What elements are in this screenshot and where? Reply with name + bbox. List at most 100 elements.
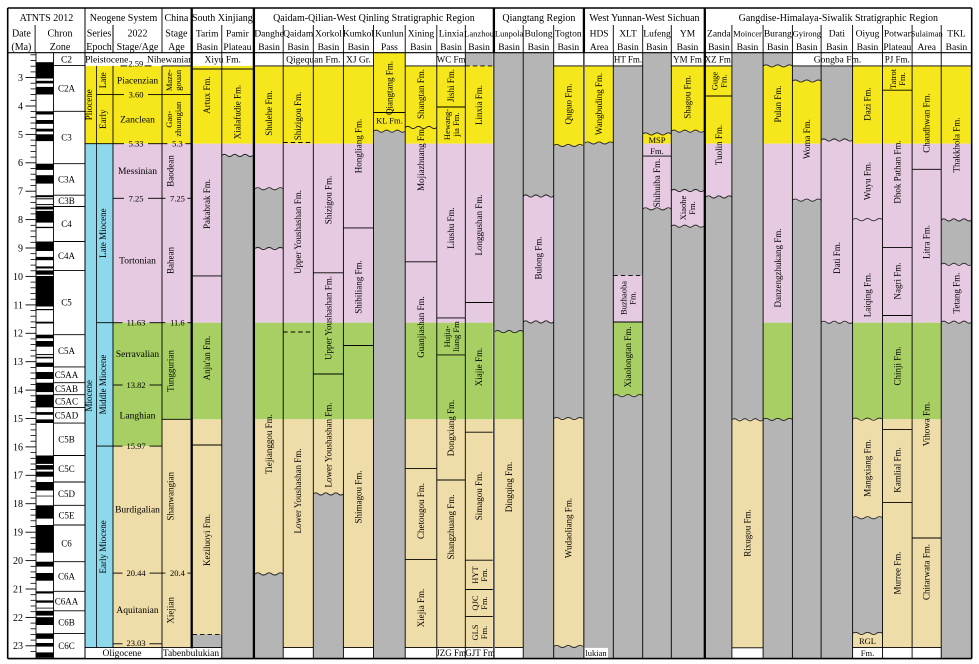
svg-text:Tabenbulukian: Tabenbulukian <box>163 649 220 659</box>
svg-text:Jishi Fm.: Jishi Fm. <box>446 69 456 102</box>
svg-text:Tortonian: Tortonian <box>119 257 156 267</box>
svg-text:7.25: 7.25 <box>170 193 185 203</box>
svg-text:Shizigou Fm.: Shizigou Fm. <box>323 176 333 225</box>
svg-text:Basin: Basin <box>258 43 280 53</box>
svg-text:Tiejianggou Fm.: Tiejianggou Fm. <box>264 414 274 474</box>
svg-text:Lower Youshashan Fm.: Lower Youshashan Fm. <box>293 448 303 533</box>
svg-text:Piacenzian: Piacenzian <box>117 77 158 87</box>
svg-text:Mojiazhuang Fm: Mojiazhuang Fm <box>416 129 426 191</box>
svg-text:C6C: C6C <box>58 641 75 651</box>
svg-text:HYT: HYT <box>470 565 480 583</box>
svg-text:Burang: Burang <box>764 30 792 40</box>
svg-text:Shibiliang Fm.: Shibiliang Fm. <box>353 260 363 314</box>
svg-text:C2A: C2A <box>58 84 76 94</box>
svg-text:Basin: Basin <box>617 43 639 53</box>
svg-text:Bulong: Bulong <box>525 30 553 40</box>
svg-text:Plateau: Plateau <box>883 43 911 53</box>
svg-text:Xiajie Fm.: Xiajie Fm. <box>474 348 484 387</box>
svg-text:22: 22 <box>13 613 23 624</box>
svg-text:Age: Age <box>168 42 185 53</box>
svg-text:Xiejian: Xiejian <box>165 597 175 624</box>
svg-text:Zanda: Zanda <box>707 30 732 40</box>
svg-text:Gao-: Gao- <box>164 111 174 128</box>
svg-text:3.60: 3.60 <box>129 90 144 100</box>
svg-text:liang Fm: liang Fm <box>451 321 461 352</box>
svg-text:Xiyu Fm.: Xiyu Fm. <box>204 56 240 66</box>
svg-text:Neogene System: Neogene System <box>90 13 158 24</box>
svg-text:WC Fm: WC Fm <box>437 55 466 65</box>
svg-text:Togton: Togton <box>555 30 582 40</box>
svg-text:14: 14 <box>13 386 23 397</box>
svg-text:Tatrot: Tatrot <box>888 68 898 89</box>
svg-text:Stage: Stage <box>165 29 188 40</box>
svg-text:Dazi Fm.: Dazi Fm. <box>863 87 873 121</box>
svg-text:5: 5 <box>18 130 23 141</box>
svg-text:Basin: Basin <box>767 43 789 53</box>
svg-text:KL Fm.: KL Fm. <box>376 116 403 126</box>
svg-text:Artux Fm.: Artux Fm. <box>202 76 212 114</box>
svg-text:Shihuiba Fm.: Shihuiba Fm. <box>652 159 662 208</box>
svg-text:Aquitanian: Aquitanian <box>116 606 158 616</box>
svg-text:zhuangian: zhuangian <box>173 101 183 137</box>
svg-text:4: 4 <box>18 101 23 112</box>
svg-text:Epoch: Epoch <box>86 42 112 53</box>
svg-text:Bahean: Bahean <box>165 247 175 274</box>
svg-text:Baodean: Baodean <box>165 155 175 187</box>
svg-text:20: 20 <box>13 556 23 567</box>
svg-text:Dhok Pathan Fm.: Dhok Pathan Fm. <box>892 140 902 203</box>
svg-text:Late Miocene: Late Miocene <box>98 208 108 258</box>
svg-text:Qiangtang Fm.: Qiangtang Fm. <box>384 61 394 115</box>
svg-text:Basin: Basin <box>708 43 730 53</box>
svg-text:Basin: Basin <box>946 43 968 53</box>
svg-text:11.6: 11.6 <box>170 318 185 328</box>
svg-text:Basin: Basin <box>498 43 520 53</box>
svg-text:jia Fm.: jia Fm. <box>451 112 461 137</box>
svg-text:Danzengzhukang Fm.: Danzengzhukang Fm. <box>773 229 783 308</box>
svg-text:HDS: HDS <box>590 30 609 40</box>
svg-text:Oiyug: Oiyug <box>856 30 880 40</box>
svg-text:West Yunnan-West Sichuan: West Yunnan-West Sichuan <box>589 13 699 24</box>
svg-text:Basin: Basin <box>287 43 309 53</box>
svg-text:Area: Area <box>590 43 609 53</box>
svg-text:Lufeng: Lufeng <box>643 29 671 40</box>
svg-text:PJ Fm.: PJ Fm. <box>885 55 910 65</box>
svg-text:Anju'an Fm.: Anju'an Fm. <box>202 336 212 381</box>
svg-text:Area: Area <box>917 43 936 53</box>
svg-text:2022: 2022 <box>128 29 148 40</box>
svg-text:XJ Gr.: XJ Gr. <box>346 56 371 66</box>
svg-text:Linxia: Linxia <box>439 30 465 40</box>
svg-text:17: 17 <box>13 471 23 482</box>
svg-text:C6AA: C6AA <box>55 596 79 606</box>
svg-text:Plateau: Plateau <box>223 43 251 53</box>
svg-text:Fm.: Fm. <box>719 74 729 87</box>
svg-text:RGL: RGL <box>859 636 876 646</box>
svg-text:Liushu Fm.: Liushu Fm. <box>446 207 456 249</box>
svg-text:Qaidam-Qilian-West Qinling Str: Qaidam-Qilian-West Qinling Stratigraphic… <box>273 13 475 24</box>
svg-text:Woma Fm.: Woma Fm. <box>802 119 812 159</box>
svg-text:Shanwangian: Shanwangian <box>165 471 175 520</box>
svg-text:Fm.: Fm. <box>687 201 697 214</box>
svg-text:C5: C5 <box>61 298 72 308</box>
svg-text:Miocene: Miocene <box>84 380 94 412</box>
svg-text:Gangdise-Himalaya-Siwalik Stra: Gangdise-Himalaya-Siwalik Stratigraphic … <box>739 13 938 24</box>
svg-text:Rixugou Fm.: Rixugou Fm. <box>743 509 753 557</box>
svg-text:Mangxiang Fm.: Mangxiang Fm. <box>863 439 873 497</box>
svg-text:Shulehe Fm.: Shulehe Fm. <box>264 90 274 136</box>
svg-text:Basin: Basin <box>677 43 699 53</box>
svg-text:Fm.: Fm. <box>479 626 489 639</box>
svg-text:10: 10 <box>13 272 23 283</box>
svg-text:Tuolin Fm.: Tuolin Fm. <box>714 125 724 165</box>
svg-text:Buzhaoba: Buzhaoba <box>619 281 629 315</box>
svg-text:Messinian: Messinian <box>118 167 157 177</box>
svg-text:7: 7 <box>18 187 23 198</box>
svg-text:Stage/Age: Stage/Age <box>117 42 159 53</box>
svg-text:Chaudhwan Fm.: Chaudhwan Fm. <box>922 93 932 153</box>
svg-text:5.3: 5.3 <box>172 139 183 149</box>
svg-text:Thakkhola Fm.: Thakkhola Fm. <box>952 118 962 173</box>
svg-text:Shizigou Fm.: Shizigou Fm. <box>293 92 303 141</box>
svg-text:Fm.: Fm. <box>479 596 489 609</box>
svg-text:Basin: Basin <box>857 43 879 53</box>
svg-text:23.03: 23.03 <box>126 638 145 648</box>
svg-text:Wuyu Fm.: Wuyu Fm. <box>863 162 873 200</box>
svg-text:Hewang-: Hewang- <box>442 109 452 140</box>
